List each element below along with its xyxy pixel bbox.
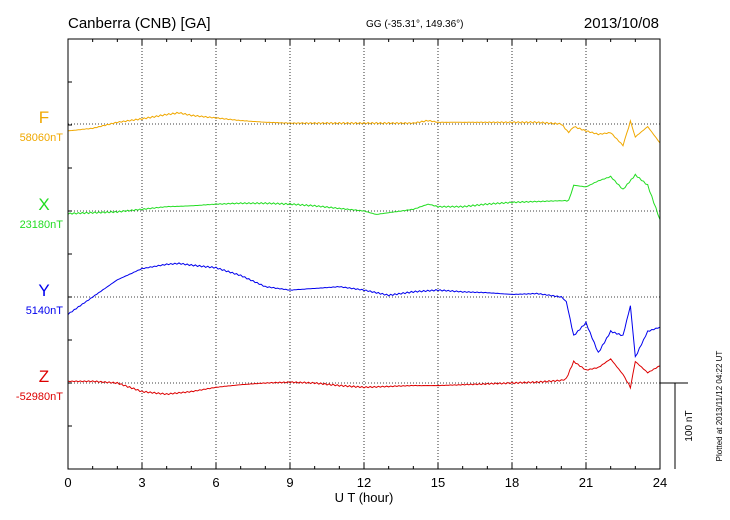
x-tick-label: 21 bbox=[579, 475, 593, 490]
grid-lines bbox=[68, 39, 660, 469]
plotted-at-label: Plotted at 2013/11/12 04:22 UT bbox=[715, 351, 724, 462]
coordinates-label: GG (-35.31°, 149.36°) bbox=[366, 19, 464, 30]
series-group bbox=[67, 111, 661, 396]
series-name-z: Z bbox=[39, 367, 49, 386]
x-tick-label: 18 bbox=[505, 475, 519, 490]
series-baseline-x: 23180nT bbox=[20, 219, 64, 231]
x-tick-label: 12 bbox=[357, 475, 371, 490]
series-baseline-f: 58060nT bbox=[20, 132, 64, 144]
series-baseline-y: 5140nT bbox=[26, 305, 64, 317]
station-title: Canberra (CNB) [GA] bbox=[68, 15, 211, 32]
series-line-z bbox=[67, 358, 661, 396]
date-label: 2013/10/08 bbox=[584, 15, 659, 32]
series-name-y: Y bbox=[38, 281, 49, 300]
series-name-f: F bbox=[39, 108, 49, 127]
scale-bar: 100 nT bbox=[660, 382, 695, 469]
series-line-y bbox=[67, 262, 661, 359]
series-labels: F 58060nT X 23180nT Y 5140nT Z -52980nT bbox=[16, 108, 63, 403]
x-axis-label: U T (hour) bbox=[335, 490, 394, 505]
x-tick-label: 3 bbox=[138, 475, 145, 490]
x-tick-label: 6 bbox=[212, 475, 219, 490]
x-tick-label: 24 bbox=[653, 475, 667, 490]
series-line-f bbox=[67, 111, 661, 147]
series-line-x bbox=[67, 173, 661, 220]
x-tick-label: 9 bbox=[286, 475, 293, 490]
plot-frame bbox=[67, 38, 661, 470]
series-name-x: X bbox=[38, 195, 49, 214]
scale-bar-label: 100 nT bbox=[684, 410, 695, 441]
axis-ticks: 0 3 6 9 12 15 18 21 24 bbox=[64, 38, 667, 490]
x-tick-label: 15 bbox=[431, 475, 445, 490]
x-tick-label: 0 bbox=[64, 475, 71, 490]
series-baseline-z: -52980nT bbox=[16, 391, 63, 403]
